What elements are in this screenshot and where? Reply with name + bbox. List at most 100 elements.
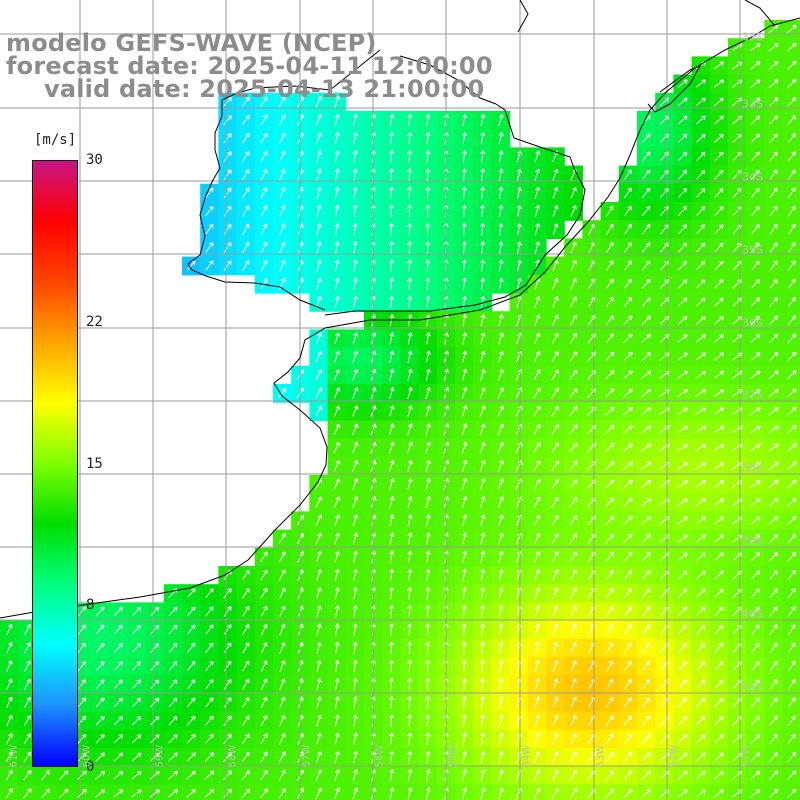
wind-arrow	[279, 641, 286, 654]
wind-arrow	[480, 241, 486, 254]
wind-arrow	[279, 259, 286, 272]
wind-arrow	[480, 259, 486, 272]
wind-arrow	[695, 534, 706, 543]
wind-arrow	[6, 696, 13, 709]
wind-arrow	[677, 516, 688, 525]
wind-arrow	[407, 168, 413, 181]
wind-arrow	[623, 697, 632, 708]
wind-arrow	[388, 405, 395, 418]
wind-arrow	[605, 260, 614, 271]
wind-arrow	[150, 734, 160, 744]
wind-arrow	[769, 151, 778, 162]
model-title: modelo GEFS-WAVE (NCEP)	[6, 29, 377, 57]
wind-arrow	[533, 442, 541, 454]
wind-arrow	[461, 441, 468, 454]
wind-arrow	[480, 732, 486, 745]
wind-arrow	[113, 752, 124, 762]
wind-arrow	[534, 241, 541, 254]
wind-arrow	[750, 133, 760, 143]
wind-arrow	[768, 43, 779, 52]
wind-arrow	[352, 587, 358, 600]
wind-arrow	[461, 186, 467, 199]
wind-arrow	[334, 186, 340, 199]
wind-arrow	[623, 515, 633, 526]
wind-arrow	[569, 788, 578, 799]
wind-arrow	[569, 551, 577, 563]
wind-arrow	[352, 696, 358, 709]
wind-arrow	[569, 369, 578, 380]
wind-arrow	[315, 496, 323, 508]
wind-arrow	[186, 752, 196, 762]
wind-arrow	[59, 770, 69, 780]
wind-arrow	[352, 478, 359, 490]
wind-arrow	[407, 568, 413, 582]
wind-arrow	[605, 515, 615, 526]
wind-arrow	[570, 623, 577, 636]
wind-arrow	[461, 696, 467, 709]
wind-arrow	[131, 734, 142, 744]
latitude-label: 41S	[742, 680, 763, 694]
wind-arrow	[425, 204, 431, 218]
wind-arrow	[480, 696, 486, 709]
wind-arrow	[388, 186, 395, 199]
wind-arrow	[677, 79, 688, 88]
wind-arrow	[389, 132, 395, 145]
wind-arrow	[678, 260, 688, 271]
wind-arrow	[605, 333, 615, 344]
wind-arrow	[334, 204, 340, 218]
wind-arrow	[23, 751, 32, 763]
wind-arrow	[677, 370, 688, 379]
wind-speed-cell	[728, 784, 747, 800]
wind-arrow	[461, 204, 467, 218]
wind-arrow	[769, 278, 778, 289]
wind-arrow	[552, 623, 559, 636]
wind-arrow	[132, 624, 142, 635]
wind-arrow	[425, 496, 431, 509]
wind-arrow	[425, 113, 431, 127]
wind-arrow	[113, 624, 123, 635]
latitude-label: 34S	[742, 170, 763, 184]
wind-arrow	[334, 568, 340, 582]
wind-arrow	[569, 442, 578, 453]
wind-arrow	[462, 750, 468, 764]
wind-arrow	[551, 369, 559, 381]
wind-arrow	[316, 241, 322, 254]
wind-arrow	[279, 623, 286, 636]
wind-arrow	[260, 187, 268, 199]
wind-arrow	[750, 115, 761, 125]
wind-arrow	[480, 514, 486, 527]
wind-arrow	[786, 479, 797, 489]
wind-arrow	[480, 787, 486, 800]
wind-arrow	[641, 151, 651, 162]
latitude-label: 37S	[742, 388, 763, 402]
wind-arrow	[407, 678, 413, 691]
wind-arrow	[407, 423, 413, 436]
wind-arrow	[388, 623, 395, 636]
wind-arrow	[425, 368, 431, 381]
wind-arrow	[750, 461, 761, 470]
wind-arrow	[480, 295, 486, 309]
wind-arrow	[186, 734, 196, 744]
wind-arrow	[498, 787, 504, 800]
wind-arrow	[605, 788, 615, 799]
wind-arrow	[279, 696, 286, 709]
wind-arrow	[534, 751, 541, 763]
wind-arrow	[750, 789, 761, 798]
wind-arrow	[278, 788, 286, 799]
wind-arrow	[461, 605, 467, 618]
wind-arrow	[279, 605, 286, 618]
wind-arrow	[623, 624, 632, 635]
wind-arrow	[605, 751, 614, 763]
colorbar-tick-label: 30	[86, 152, 103, 168]
wind-arrow	[113, 679, 123, 690]
wind-arrow	[498, 732, 504, 745]
wind-arrow	[389, 259, 395, 272]
wind-arrow	[479, 387, 486, 399]
wind-arrow	[551, 442, 560, 453]
wind-arrow	[425, 586, 431, 600]
wind-arrow	[713, 79, 725, 88]
wind-arrow	[787, 752, 797, 763]
wind-arrow	[768, 461, 779, 470]
wind-arrow	[205, 642, 214, 653]
wind-arrow	[425, 332, 431, 345]
